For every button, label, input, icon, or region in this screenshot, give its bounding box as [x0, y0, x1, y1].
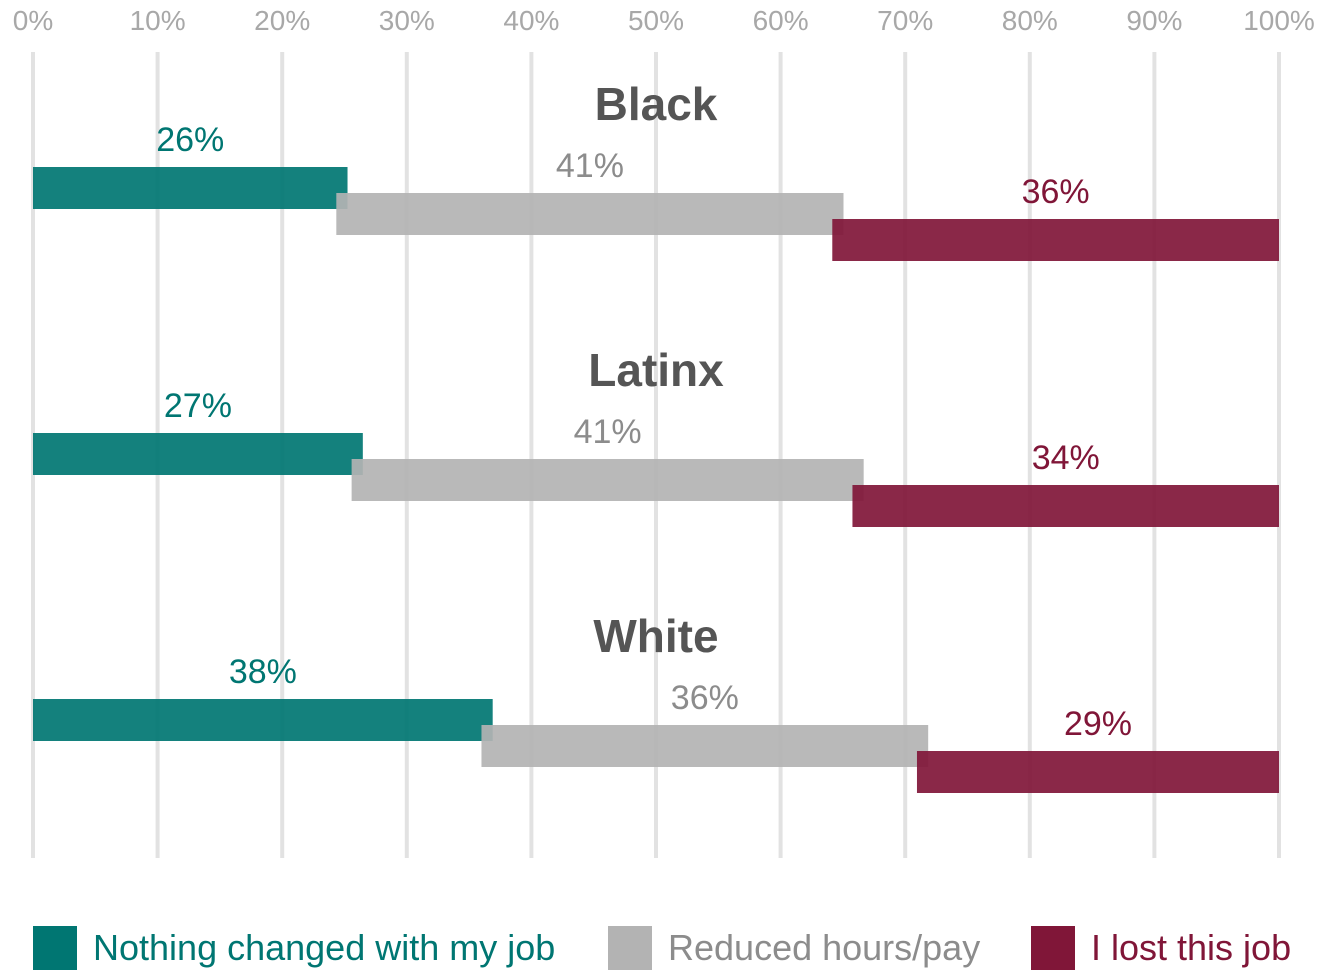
data-label: 34% — [1032, 439, 1100, 477]
bars-layer: 26% 41% 36% 27% 41% 34% 38% 36% 29% — [33, 121, 1279, 793]
data-label: 36% — [1022, 173, 1090, 211]
category-label-latinx: Latinx — [588, 344, 724, 396]
x-tick-label: 0% — [13, 5, 53, 36]
legend: Nothing changed with my job Reduced hours… — [33, 926, 1291, 970]
x-tick-label: 40% — [503, 5, 559, 36]
category-label-black: Black — [595, 78, 718, 130]
legend-label: I lost this job — [1091, 927, 1291, 968]
x-tick-label: 90% — [1126, 5, 1182, 36]
x-tick-label: 80% — [1002, 5, 1058, 36]
legend-swatch — [608, 926, 652, 970]
data-label: 41% — [574, 413, 642, 451]
category-label-white: White — [593, 610, 718, 662]
data-label: 36% — [671, 679, 739, 717]
bar-latinx-series-2 — [351, 459, 864, 501]
x-tick-label: 30% — [379, 5, 435, 36]
x-tick-labels: 0% 10% 20% 30% 40% 50% 60% 70% 80% 90% 100% — [13, 5, 1315, 36]
legend-label: Reduced hours/pay — [668, 927, 980, 968]
x-tick-label: 10% — [130, 5, 186, 36]
bar-black-series-1 — [33, 167, 348, 209]
data-label: 41% — [556, 147, 624, 185]
x-tick-label: 60% — [753, 5, 809, 36]
bar-white-series-3 — [916, 751, 1279, 793]
x-tick-label: 20% — [254, 5, 310, 36]
bar-white-series-1 — [33, 699, 493, 741]
legend-label: Nothing changed with my job — [93, 927, 555, 968]
bar-black-series-3 — [832, 219, 1279, 261]
legend-swatch — [33, 926, 77, 970]
data-label: 27% — [164, 387, 232, 425]
bar-latinx-series-3 — [852, 485, 1279, 527]
bar-black-series-2 — [336, 193, 844, 235]
data-label: 29% — [1064, 705, 1132, 743]
x-tick-label: 70% — [877, 5, 933, 36]
legend-swatch — [1031, 926, 1075, 970]
bar-white-series-2 — [481, 725, 929, 767]
data-label: 38% — [229, 653, 297, 691]
x-tick-label: 100% — [1243, 5, 1315, 36]
x-tick-label: 50% — [628, 5, 684, 36]
bar-latinx-series-1 — [33, 433, 363, 475]
data-label: 26% — [156, 121, 224, 159]
group-labels: Black Latinx White — [588, 78, 724, 662]
